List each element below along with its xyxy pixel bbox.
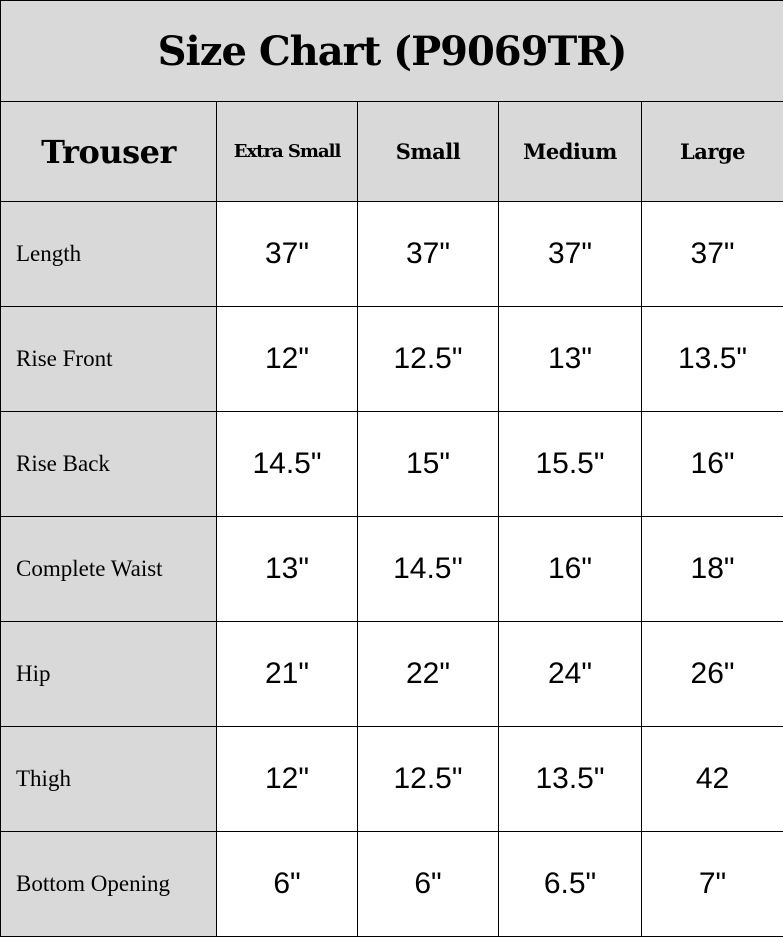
measurement-cell: 13" [216, 516, 358, 622]
measurement-cell: 37" [216, 201, 358, 307]
measurement-cell: 37" [498, 201, 642, 307]
measurement-cell: 12.5" [357, 306, 499, 412]
measurement-cell: 15" [357, 411, 499, 517]
measurement-cell: 37" [357, 201, 499, 307]
measurement-cell: 21" [216, 621, 358, 727]
measurement-cell: 12" [216, 306, 358, 412]
measurement-cell: 12" [216, 726, 358, 832]
row-label: Rise Back [0, 411, 217, 517]
table-row: Rise Back 14.5" 15" 15.5" 16" [0, 411, 783, 517]
measurement-cell: 26" [640, 621, 783, 727]
measurement-cell: 13" [498, 306, 642, 412]
row-label: Rise Front [0, 306, 217, 412]
table-row: Bottom Opening 6" 6" 6.5" 7" [0, 831, 783, 937]
size-header: Small [357, 101, 499, 202]
measurement-cell: 18" [640, 516, 783, 622]
measurement-cell: 16" [640, 411, 783, 517]
size-header: Extra Small [216, 101, 358, 202]
measurement-cell: 14.5" [216, 411, 358, 517]
row-label: Complete Waist [0, 516, 217, 622]
table-row: Thigh 12" 12.5" 13.5" 42 [0, 726, 783, 832]
measurement-cell: 13.5" [498, 726, 642, 832]
measurement-cell: 12.5" [357, 726, 499, 832]
measurement-cell: 16" [498, 516, 642, 622]
table-row: Length 37" 37" 37" 37" [0, 201, 783, 307]
size-header: Large [640, 101, 783, 202]
row-label: Length [0, 201, 217, 307]
measurement-cell: 24" [498, 621, 642, 727]
measurement-cell: 22" [357, 621, 499, 727]
measurement-cell: 6" [216, 831, 358, 937]
measurement-cell: 42 [640, 726, 783, 832]
measurement-cell: 7" [640, 831, 783, 937]
table-row: Complete Waist 13" 14.5'' 16" 18" [0, 516, 783, 622]
category-header: Trouser [0, 101, 217, 202]
row-label: Hip [0, 621, 217, 727]
measurement-cell: 14.5'' [357, 516, 499, 622]
row-label: Thigh [0, 726, 217, 832]
measurement-cell: 37" [640, 201, 783, 307]
header-row: Trouser Extra Small Small Medium Large [0, 101, 783, 202]
table-row: Rise Front 12" 12.5" 13" 13.5" [0, 306, 783, 412]
measurement-cell: 6" [357, 831, 499, 937]
size-header: Medium [498, 101, 642, 202]
measurement-cell: 6.5" [498, 831, 642, 937]
row-label: Bottom Opening [0, 831, 217, 937]
measurement-cell: 15.5" [498, 411, 642, 517]
measurement-cell: 13.5" [640, 306, 783, 412]
page-title: Size Chart (P9069TR) [0, 0, 783, 102]
table-row: Hip 21" 22" 24" 26" [0, 621, 783, 727]
